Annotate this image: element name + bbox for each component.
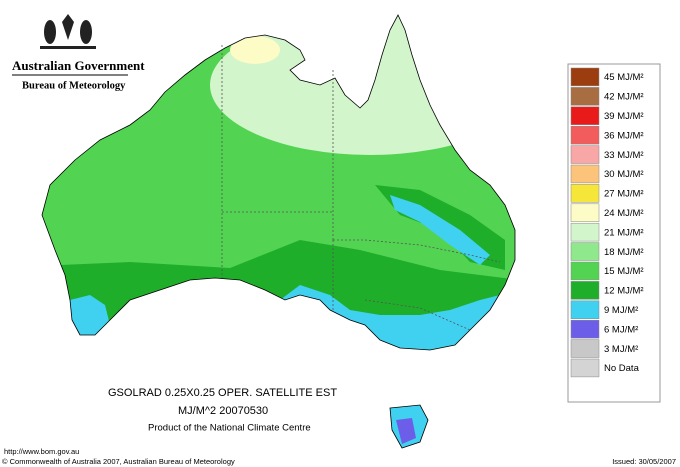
legend-label: 45 MJ/M² xyxy=(604,72,644,83)
legend-swatch xyxy=(570,184,600,203)
emblem xyxy=(40,14,96,49)
legend-label: No Data xyxy=(604,363,640,374)
legend-label: 39 MJ/M² xyxy=(604,111,644,122)
legend-swatch xyxy=(570,164,600,184)
legend-label: 21 MJ/M² xyxy=(604,227,644,238)
legend-swatch xyxy=(570,281,600,300)
legend-swatch xyxy=(570,358,600,378)
copyright: © Commonwealth of Australia 2007, Austra… xyxy=(2,457,235,466)
legend-label: 30 MJ/M² xyxy=(604,169,644,180)
legend-label: 36 MJ/M² xyxy=(604,130,644,141)
legend-swatch xyxy=(570,106,600,125)
legend-label: 6 MJ/M² xyxy=(604,324,638,335)
legend-label: 27 MJ/M² xyxy=(604,189,644,200)
legend-swatch xyxy=(570,261,600,281)
legend-label: 42 MJ/M² xyxy=(604,92,644,103)
legend-label: 9 MJ/M² xyxy=(604,305,638,316)
caption-line2: MJ/M^2 20070530 xyxy=(178,405,268,417)
legend-swatch xyxy=(570,203,600,222)
legend-swatch xyxy=(570,222,600,242)
legend-label: 18 MJ/M² xyxy=(604,247,644,258)
url: http://www.bom.gov.au xyxy=(4,447,79,456)
legend-label: 12 MJ/M² xyxy=(604,286,644,297)
legend-swatch xyxy=(570,125,600,145)
government: Australian Government xyxy=(12,58,145,73)
legend-swatch xyxy=(570,339,600,358)
legend-swatch xyxy=(570,242,600,261)
legend-label: 24 MJ/M² xyxy=(604,208,644,219)
legend-swatch xyxy=(570,300,600,319)
legend-label: 33 MJ/M² xyxy=(604,150,644,161)
bureau: Bureau of Meteorology xyxy=(22,80,126,91)
tasmania-low xyxy=(396,418,416,444)
legend-swatch xyxy=(570,319,600,339)
legend-swatch xyxy=(570,145,600,164)
legend-swatch xyxy=(570,67,600,87)
state-borders xyxy=(221,45,501,331)
caption-line3: Product of the National Climate Centre xyxy=(148,423,311,434)
legend: 45 MJ/M² 42 MJ/M² 39 MJ/M² 36 MJ/M² 33 MJ/M²… xyxy=(570,67,644,378)
legend-swatch xyxy=(570,87,600,106)
legend-label: 15 MJ/M² xyxy=(604,266,644,277)
issued: Issued: 30/05/2007 xyxy=(612,457,676,466)
caption-line1: GSOLRAD 0.25X0.25 OPER. SATELLITE EST xyxy=(108,387,337,399)
legend-label: 3 MJ/M² xyxy=(604,344,638,355)
